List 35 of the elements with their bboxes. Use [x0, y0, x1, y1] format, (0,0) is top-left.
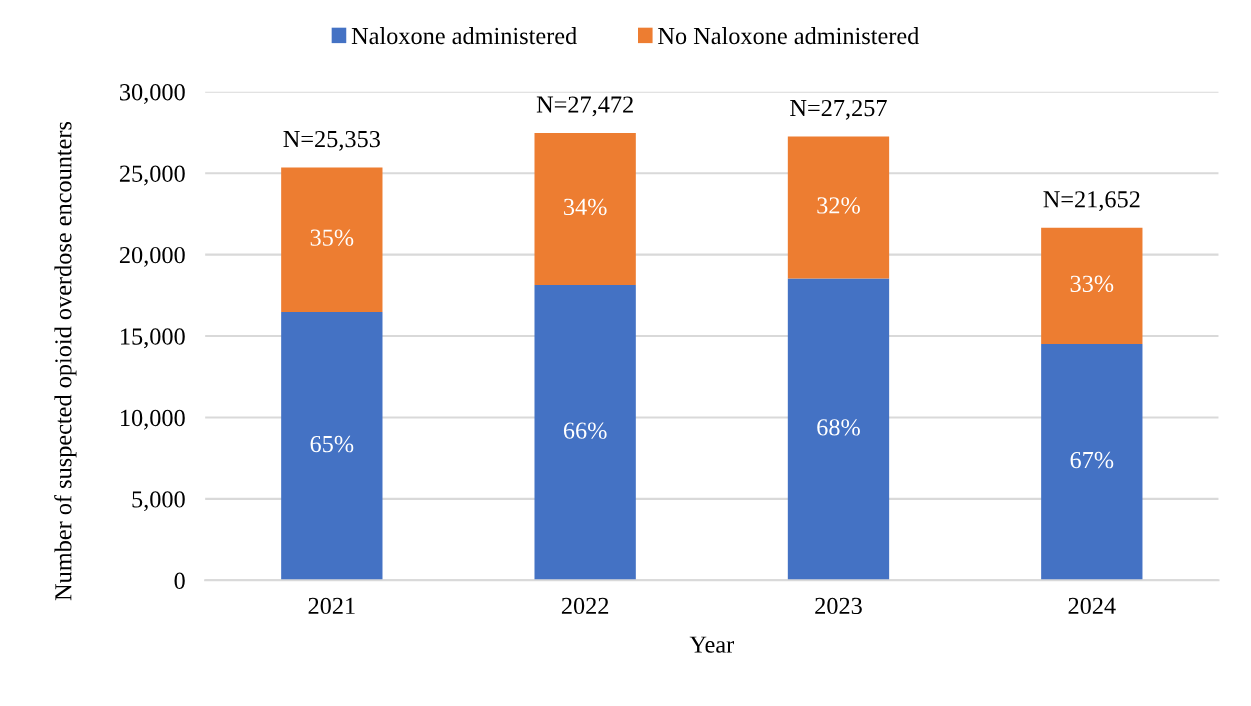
y-tick-label: 15,000 — [121, 328, 185, 349]
bar — [1041, 227, 1143, 345]
x-axis-title: Year — [689, 636, 734, 653]
bar — [787, 136, 890, 279]
y-tick-label: 20,000 — [119, 246, 185, 267]
annotation: 35% — [310, 229, 354, 246]
bar — [534, 132, 636, 286]
y-tick-label: 5,000 — [132, 491, 185, 512]
y-tick-label: 30,000 — [120, 84, 185, 104]
annotation: 66% — [563, 422, 607, 439]
y-tick-label: 0 — [174, 572, 185, 589]
annotation: 33% — [1070, 275, 1114, 293]
legend-label: Naloxone administered — [351, 27, 577, 45]
legend-label: No Naloxone administered — [658, 27, 920, 45]
total-label: N=27,257 — [790, 99, 887, 120]
bar — [1041, 344, 1143, 581]
total-label: N=21,652 — [1043, 191, 1140, 212]
annotation: 32% — [817, 197, 860, 214]
annotation: 68% — [817, 419, 860, 436]
y-axis-title: Number of suspected opioid overdose encounters — [54, 121, 77, 601]
annotation: 65% — [310, 435, 354, 453]
annotation: 34% — [564, 198, 607, 216]
bar — [787, 278, 890, 581]
x-tick-label: 2023 — [815, 597, 862, 615]
x-tick-label: 2022 — [561, 597, 609, 615]
annotation: 67% — [1070, 451, 1114, 469]
total-label: N=25,353 — [283, 130, 380, 151]
bar — [281, 311, 383, 581]
y-tick-label: 10,000 — [121, 409, 185, 430]
y-tick-label: 25,000 — [119, 165, 185, 186]
x-tick-label: 2021 — [308, 597, 355, 615]
bar — [281, 167, 383, 312]
total-label: N=27,472 — [536, 96, 633, 117]
bar — [534, 285, 636, 581]
x-tick-label: 2024 — [1068, 597, 1116, 615]
